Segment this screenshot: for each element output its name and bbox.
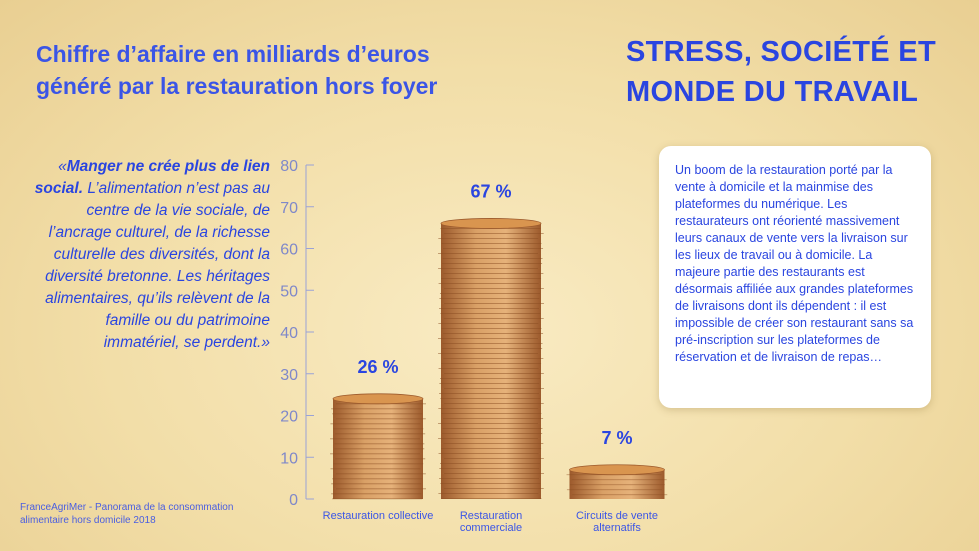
y-tick-label: 10 [280, 450, 298, 467]
info-box-text: Un boom de la restauration porté par la … [675, 163, 914, 364]
y-tick-label: 20 [280, 409, 298, 426]
category-label: commerciale [460, 522, 522, 534]
bar [566, 464, 668, 499]
y-tick-label: 50 [280, 283, 298, 300]
y-tick-label: 0 [289, 492, 298, 509]
data-label: 67 % [470, 181, 511, 201]
y-tick-label: 30 [280, 367, 298, 384]
quote-bold: Manger ne crée plus de lien social. [34, 158, 270, 197]
y-tick-label: 70 [280, 200, 298, 217]
source-note: FranceAgriMer - Panorama de la consommat… [20, 502, 234, 526]
category-label: Restauration [460, 510, 522, 522]
quote-block: «Manger ne crée plus de lien social. L’a… [30, 156, 270, 354]
quote-rest: L’alimentation n’est pas au centre de la… [45, 180, 270, 351]
category-label: Restauration collective [323, 510, 434, 522]
data-label: 26 % [357, 357, 398, 377]
quote-open: « [58, 158, 67, 175]
category-label: alternatifs [593, 522, 641, 534]
category-label: Circuits de vente [576, 510, 658, 522]
y-tick-label: 40 [280, 325, 298, 342]
bar [330, 393, 426, 500]
bars [330, 218, 668, 500]
y-axis: 0 10 20 30 40 50 60 70 80 [280, 158, 314, 509]
data-label: 7 % [601, 428, 632, 448]
bar [438, 218, 544, 499]
chart-labels: 26 % Restauration collective 67 % Restaurat… [323, 181, 658, 534]
y-tick-label: 80 [280, 158, 298, 175]
section-title: STRESS, SOCIÉTÉ ET MONDE DU TRAVAIL [626, 36, 936, 108]
chart-title: Chiffre d’affaire en milliards d’euros g… [36, 41, 438, 99]
y-tick-label: 60 [280, 242, 298, 259]
info-box: Un boom de la restauration porté par la … [659, 146, 931, 408]
